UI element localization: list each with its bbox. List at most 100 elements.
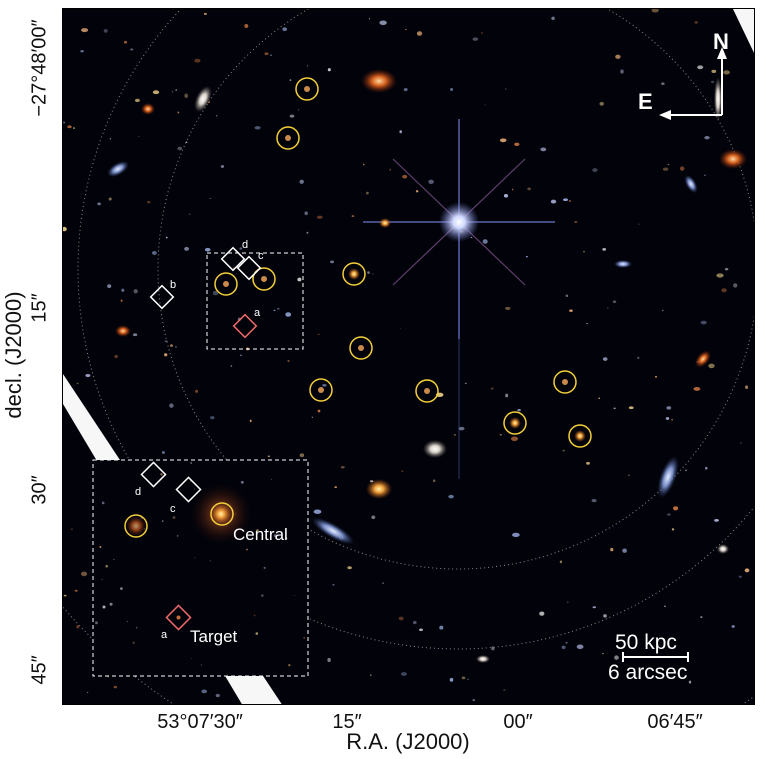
faint-source <box>194 58 201 63</box>
faint-source <box>667 513 671 516</box>
faint-source <box>449 677 454 682</box>
faint-source <box>540 147 547 152</box>
faint-source <box>480 32 483 34</box>
faint-source <box>297 277 302 282</box>
faint-source <box>177 111 180 114</box>
galaxy <box>107 161 129 177</box>
faint-source <box>134 98 140 103</box>
inset-central-circle <box>210 502 234 526</box>
inset-faint-source <box>126 620 128 623</box>
faint-source <box>614 655 619 660</box>
deep-field-image <box>63 9 754 704</box>
faint-source <box>620 69 624 74</box>
x-tick-label: 06′45″ <box>647 711 703 733</box>
faint-source <box>152 90 160 95</box>
member-circle <box>568 424 592 448</box>
member-circle <box>252 267 276 291</box>
faint-source <box>439 625 444 630</box>
faint-source <box>551 16 555 21</box>
member-circle <box>503 411 527 435</box>
faint-source <box>107 284 112 288</box>
faint-source <box>389 168 392 171</box>
faint-source <box>332 584 335 586</box>
north-label: N <box>713 29 729 54</box>
image-frame: N E 50 kpc 6 arcsec Central Target a b c… <box>62 8 755 705</box>
faint-source <box>592 168 598 173</box>
faint-source <box>693 386 701 391</box>
faint-source <box>372 273 374 275</box>
faint-source <box>454 433 456 436</box>
faint-source <box>138 135 140 138</box>
scale-angular-label: 6 arcsec <box>608 661 688 684</box>
member-galaxy <box>348 268 360 280</box>
faint-source <box>505 393 509 398</box>
inset-faint-source <box>253 614 256 617</box>
faint-source <box>316 215 323 219</box>
faint-source <box>97 202 101 206</box>
faint-source <box>351 215 355 218</box>
faint-source <box>565 642 568 644</box>
faint-source <box>561 645 566 650</box>
galaxy <box>379 218 391 228</box>
faint-source <box>67 125 72 129</box>
inset-faint-source <box>293 594 295 596</box>
faint-source <box>574 220 578 223</box>
inset-faint-source <box>255 632 259 635</box>
faint-source <box>282 27 288 32</box>
inset-faint-source <box>273 534 277 538</box>
faint-source <box>583 250 585 253</box>
galaxy <box>719 149 747 169</box>
faint-source <box>76 624 80 629</box>
inset-faint-source <box>246 548 248 551</box>
y-tick-label: 15″ <box>28 293 51 323</box>
faint-source <box>177 146 183 151</box>
faint-source <box>484 104 486 106</box>
object-label-a: a <box>254 307 261 319</box>
faint-source <box>254 126 261 130</box>
x-tick-label: 00″ <box>503 711 533 733</box>
cutout-region-box <box>206 252 304 350</box>
faint-source <box>612 300 617 304</box>
faint-source <box>685 469 687 472</box>
inset-faint-source <box>271 478 273 480</box>
faint-source <box>72 127 76 129</box>
faint-source <box>714 519 719 522</box>
faint-source <box>562 449 565 452</box>
faint-source <box>334 486 338 488</box>
faint-source <box>210 416 215 420</box>
faint-source <box>367 271 370 274</box>
member-circle <box>214 272 238 296</box>
faint-source <box>161 451 165 454</box>
faint-source <box>215 115 218 117</box>
faint-source <box>130 48 134 51</box>
faint-source <box>147 200 151 204</box>
faint-source <box>607 307 609 309</box>
inset-faint-source <box>194 557 196 559</box>
faint-source <box>680 166 685 171</box>
faint-source <box>382 582 385 584</box>
faint-source <box>662 167 669 171</box>
scale-bar <box>622 652 689 662</box>
member-circle <box>349 336 373 360</box>
faint-source <box>85 373 91 378</box>
faint-source <box>109 138 112 140</box>
inset-faint-source <box>172 516 176 519</box>
member-circle <box>553 370 577 394</box>
inset-faint-source <box>136 627 138 629</box>
diamond-b <box>149 284 175 310</box>
inset-faint-source <box>99 546 102 548</box>
inset-faint-source <box>102 605 106 609</box>
member-galaxy <box>574 430 586 442</box>
faint-source <box>458 426 465 431</box>
faint-source <box>651 9 659 13</box>
faint-source <box>576 644 584 650</box>
member-circle <box>415 379 439 403</box>
faint-source <box>289 79 292 81</box>
faint-source <box>264 52 269 56</box>
faint-source <box>371 515 376 520</box>
faint-source <box>599 101 604 106</box>
inset-faint-source <box>176 535 179 537</box>
faint-source <box>398 616 404 621</box>
faint-source <box>671 419 673 421</box>
faint-source <box>665 417 670 420</box>
